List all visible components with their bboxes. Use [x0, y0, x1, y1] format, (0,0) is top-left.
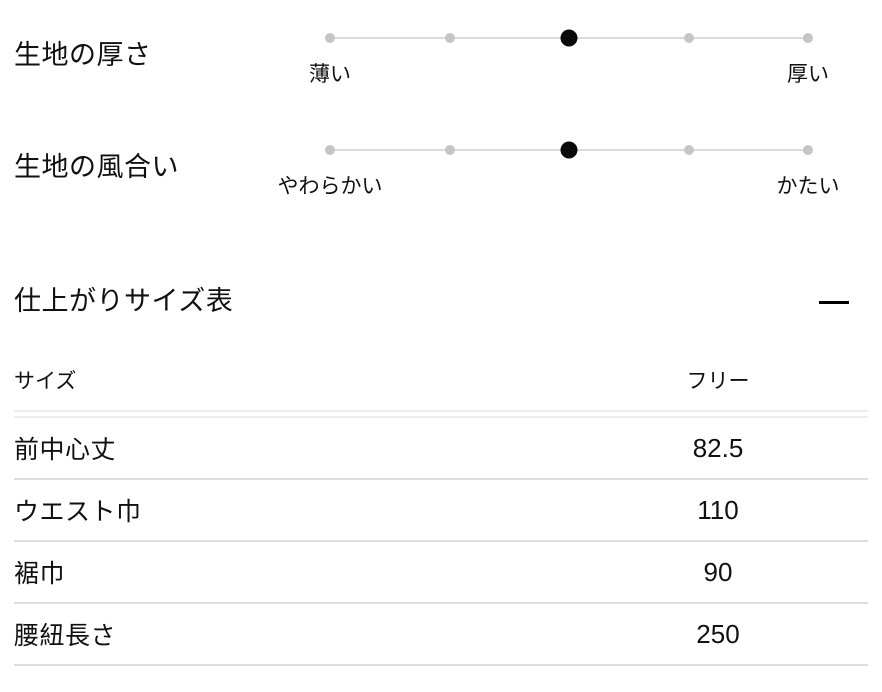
measurement-label: 腰紐長さ [14, 622, 117, 650]
measurement-value: 82.5 [692, 432, 744, 463]
fabric-texture-label: 生地の風合い [14, 152, 179, 182]
scale-dot [683, 33, 694, 43]
measurement-label: 前中心丈 [14, 436, 117, 464]
scale-dot [803, 145, 813, 155]
table-row: 前中心丈 82.5 [14, 418, 868, 480]
scale-dot [803, 33, 813, 43]
measurement-value: 90 [703, 556, 733, 587]
minus-icon [819, 300, 849, 304]
scale-dot [444, 145, 455, 155]
scale-dot-selected [560, 29, 578, 47]
free-size-column-header: フリー [686, 370, 750, 393]
size-column-header: サイズ [14, 370, 77, 393]
scale-dot [444, 33, 455, 43]
measurement-label: ウエスト巾 [14, 498, 142, 526]
size-table-header-row: サイズ フリー [14, 350, 868, 410]
header-divider [14, 410, 868, 418]
collapse-section-button[interactable] [805, 288, 863, 316]
measurement-label: 裾巾 [14, 560, 66, 588]
scale-min-label: やわらかい [277, 175, 383, 198]
table-row: 裾巾 90 [14, 542, 868, 604]
scale-dot [325, 33, 335, 43]
table-row: 腰紐長さ 250 [14, 604, 868, 666]
size-table-section-title: 仕上がりサイズ表 [14, 286, 234, 316]
scale-max-label: かたい [776, 175, 840, 198]
measurement-value: 250 [696, 618, 740, 649]
scale-dot [683, 145, 694, 155]
fabric-thickness-label: 生地の厚さ [14, 40, 152, 70]
scale-dot [325, 145, 335, 155]
size-table: サイズ フリー 前中心丈 82.5 ウエスト巾 110 裾巾 90 腰紐長さ 2… [14, 350, 868, 666]
table-row: ウエスト巾 110 [14, 480, 868, 542]
scale-max-label: 厚い [787, 63, 829, 86]
scale-min-label: 薄い [309, 63, 351, 86]
measurement-value: 110 [697, 494, 739, 525]
scale-dot-selected [560, 141, 578, 159]
